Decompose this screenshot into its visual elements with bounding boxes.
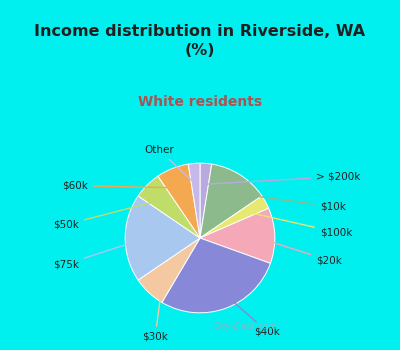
Text: $10k: $10k	[232, 193, 346, 211]
Text: $60k: $60k	[62, 181, 177, 191]
Wedge shape	[158, 164, 200, 238]
Wedge shape	[200, 208, 275, 263]
Wedge shape	[162, 238, 270, 313]
Wedge shape	[138, 238, 200, 302]
Text: $30k: $30k	[142, 280, 168, 342]
Text: > $200k: > $200k	[207, 172, 360, 184]
Text: White residents: White residents	[138, 95, 262, 109]
Text: $20k: $20k	[256, 237, 342, 265]
Text: City-Data.com: City-Data.com	[214, 322, 278, 331]
Wedge shape	[200, 163, 212, 238]
Wedge shape	[200, 196, 269, 238]
Wedge shape	[200, 164, 262, 238]
Wedge shape	[125, 196, 200, 280]
Wedge shape	[188, 163, 200, 238]
Text: $40k: $40k	[220, 290, 280, 337]
Text: $50k: $50k	[53, 201, 159, 230]
Text: $75k: $75k	[53, 239, 144, 269]
Text: Income distribution in Riverside, WA
(%): Income distribution in Riverside, WA (%)	[34, 24, 366, 57]
Wedge shape	[138, 176, 200, 238]
Text: Other: Other	[144, 145, 194, 182]
Text: $100k: $100k	[250, 213, 352, 237]
